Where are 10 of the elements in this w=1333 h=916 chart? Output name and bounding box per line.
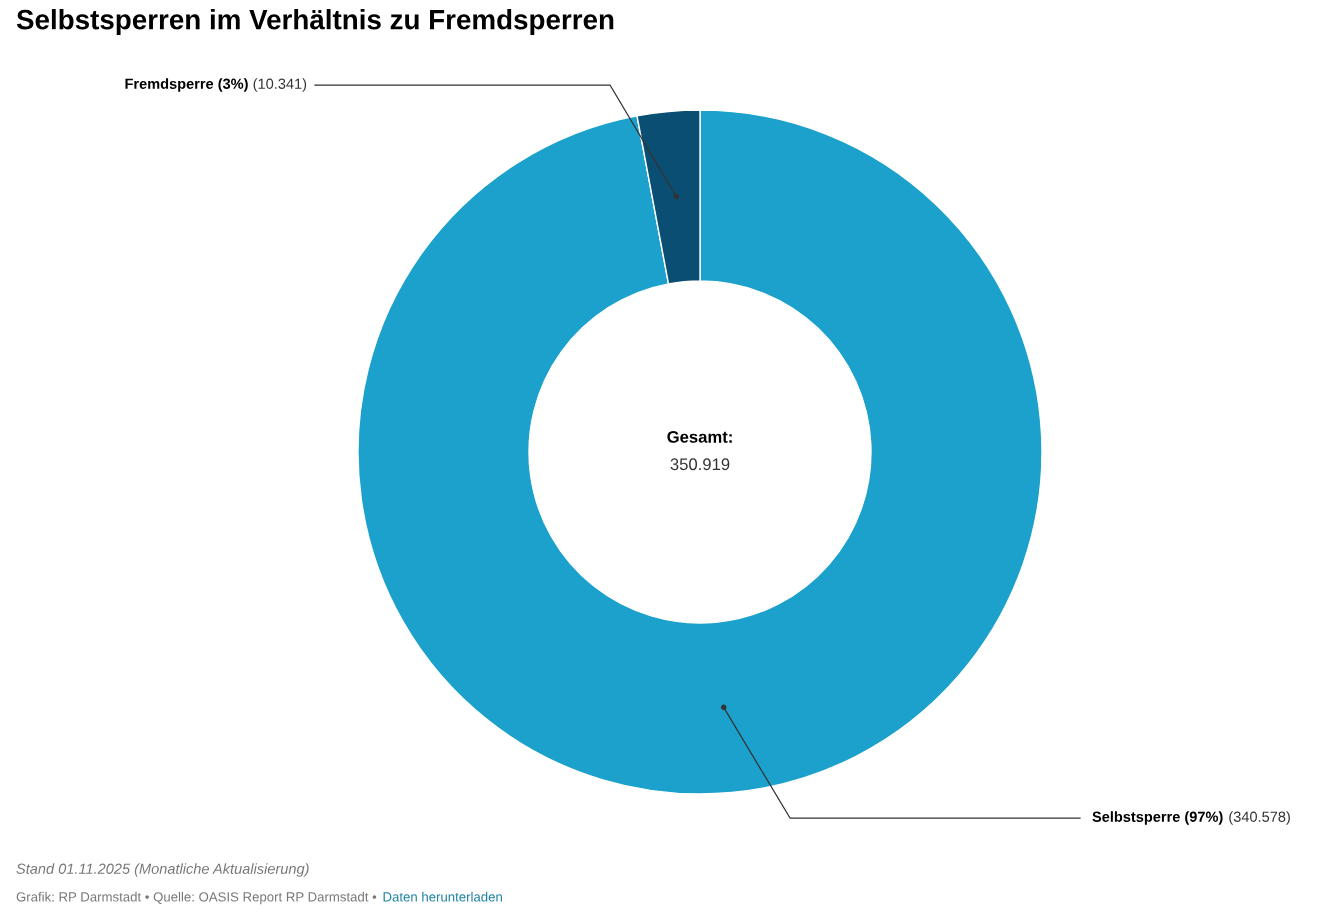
chart-title: Selbstsperren im Verhältnis zu Fremdsperren: [16, 9, 614, 35]
text: Gesamt:: [667, 430, 732, 443]
slice-label: Selbstsperre (97%): [1092, 811, 1223, 825]
text: Daten herunterladen: [383, 891, 502, 902]
data-label: (10.341): [253, 78, 307, 92]
slice-label: Fremdsperre (3%): [125, 78, 248, 92]
text: Grafik: RP Darmstadt • Quelle: OASIS Report RP Darmstadt •: [16, 891, 377, 905]
text: Stand 01.11.2025 (Monatliche Aktualisierung): [16, 863, 309, 877]
data-label: (340.578): [1229, 811, 1290, 825]
text: 350.919: [670, 458, 730, 471]
